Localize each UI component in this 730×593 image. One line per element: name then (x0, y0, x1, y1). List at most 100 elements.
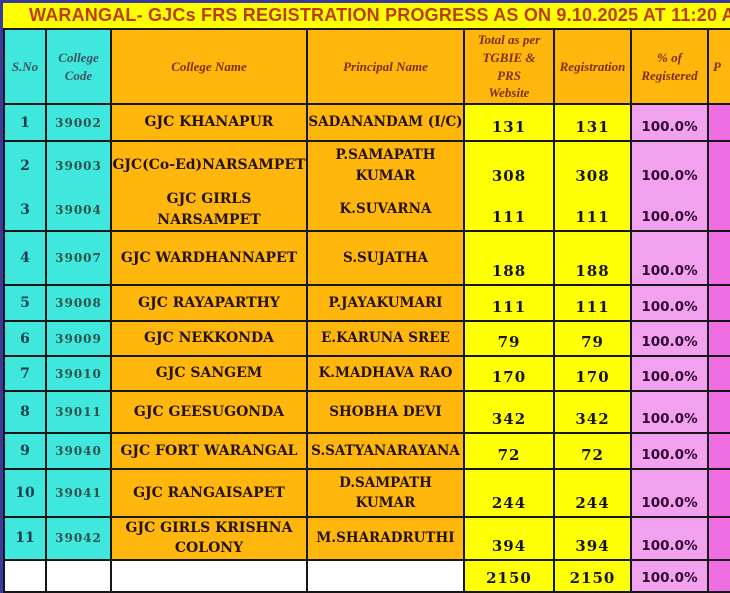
page-title: WARANGAL- GJCs FRS REGISTRATION PROGRESS… (3, 3, 730, 28)
cell-sno: 3 (3, 189, 47, 232)
col-header-registration: Registration (553, 28, 632, 105)
col-header-total: Total as per TGBIE & PRS Website (463, 28, 555, 105)
totals-row: 2150 2150 100.0% (3, 558, 730, 593)
cell-cutoff (707, 558, 730, 593)
cell-principal: E.KARUNA SREE (306, 320, 465, 357)
cell-percent: 100.0% (630, 284, 709, 322)
table-row: 3 39004 GJC GIRLS NARSAMPET K.SUVARNA 111 111… (3, 189, 730, 232)
cell-total: 131 (463, 103, 555, 142)
header-row: S.No College Code College Name Principal… (3, 28, 730, 105)
cell-registration: 72 (553, 432, 632, 470)
cell-code: 39011 (45, 390, 112, 434)
cell-sno: 9 (3, 432, 47, 470)
cell-cutoff (707, 432, 730, 470)
cell-sno: 1 (3, 103, 47, 142)
cell-percent: 100.0% (630, 468, 709, 518)
col-header-sno: S.No (3, 28, 47, 105)
cell-registration: 170 (553, 355, 632, 392)
cell-code: 39007 (45, 230, 112, 286)
table-row: 2 39003 GJC(Co-Ed)NARSAMPET P.SAMAPATH KUMA… (3, 140, 730, 189)
cell-total: 342 (463, 390, 555, 434)
cell-name: GJC(Co-Ed)NARSAMPET (110, 140, 308, 189)
cell-cutoff (707, 103, 730, 142)
totals-blank-cell (45, 558, 112, 593)
cell-cutoff (707, 189, 730, 232)
cell-principal: SHOBHA DEVI (306, 390, 465, 434)
cell-code: 39010 (45, 355, 112, 392)
cell-total: 188 (463, 230, 555, 286)
col-header-principal: Principal Name (306, 28, 465, 105)
cell-name: GJC WARDHANNAPET (110, 230, 308, 286)
cell-total: 244 (463, 468, 555, 518)
col-header-cutoff: P (707, 28, 730, 105)
col-header-college-name: College Name (110, 28, 308, 105)
table-row: 4 39007 GJC WARDHANNAPET S.SUJATHA 188 188 100… (3, 230, 730, 286)
cell-percent: 100.0% (630, 230, 709, 286)
cell-name: GJC SANGEM (110, 355, 308, 392)
cell-registration: 244 (553, 468, 632, 518)
cell-principal: S.SATYANARAYANA (306, 432, 465, 470)
col-header-college-code: College Code (45, 28, 112, 105)
cell-total: 308 (463, 140, 555, 189)
cell-principal: K.SUVARNA (306, 189, 465, 232)
cell-name: GJC GIRLS NARSAMPET (110, 189, 308, 232)
cell-percent: 100.0% (630, 390, 709, 434)
col-header-percent: % of Registered (630, 28, 709, 105)
totals-blank-cell (110, 558, 308, 593)
cell-code: 39004 (45, 189, 112, 232)
cell-code: 39002 (45, 103, 112, 142)
cell-code: 39008 (45, 284, 112, 322)
cell-name: GJC NEKKONDA (110, 320, 308, 357)
cell-percent: 100.0% (630, 432, 709, 470)
cell-principal: S.SUJATHA (306, 230, 465, 286)
cell-total: 79 (463, 320, 555, 357)
table-row: 6 39009 GJC NEKKONDA E.KARUNA SREE 79 79 100.0… (3, 320, 730, 357)
table-body: 1 39002 GJC KHANAPUR SADANANDAM (I/C) 131 131… (3, 103, 730, 593)
cell-name: GJC FORT WARANGAL (110, 432, 308, 470)
totals-blank-cell (306, 558, 465, 593)
totals-percent: 100.0% (630, 558, 709, 593)
table-row: 10 39041 GJC RANGAISAPET D.SAMPATH KUMAR 244… (3, 468, 730, 518)
cell-code: 39041 (45, 468, 112, 518)
cell-name: GJC RANGAISAPET (110, 468, 308, 518)
cell-registration: 111 (553, 284, 632, 322)
table-row: 5 39008 GJC RAYAPARTHY P.JAYAKUMARI 111 111 10… (3, 284, 730, 322)
cell-cutoff (707, 516, 730, 561)
cell-registration: 308 (553, 140, 632, 189)
cell-cutoff (707, 355, 730, 392)
cell-total: 111 (463, 189, 555, 232)
cell-sno: 7 (3, 355, 47, 392)
cell-sno: 11 (3, 516, 47, 561)
cell-code: 39009 (45, 320, 112, 357)
cell-total: 394 (463, 516, 555, 561)
cell-cutoff (707, 320, 730, 357)
cell-percent: 100.0% (630, 320, 709, 357)
cell-name: GJC GIRLS KRISHNA COLONY (110, 516, 308, 561)
cell-cutoff (707, 390, 730, 434)
cell-code: 39040 (45, 432, 112, 470)
cell-principal: P.SAMAPATH KUMAR (306, 140, 465, 189)
cell-name: GJC GEESUGONDA (110, 390, 308, 434)
cell-percent: 100.0% (630, 103, 709, 142)
cell-cutoff (707, 468, 730, 518)
cell-code: 39003 (45, 140, 112, 189)
cell-cutoff (707, 284, 730, 322)
cell-registration: 131 (553, 103, 632, 142)
cell-percent: 100.0% (630, 140, 709, 189)
cell-registration: 342 (553, 390, 632, 434)
cell-cutoff (707, 230, 730, 286)
cell-total: 170 (463, 355, 555, 392)
totals-total: 2150 (463, 558, 555, 593)
table-row: 7 39010 GJC SANGEM K.MADHAVA RAO 170 170 100.0… (3, 355, 730, 392)
cell-total: 72 (463, 432, 555, 470)
table-header: S.No College Code College Name Principal… (3, 28, 730, 105)
cell-name: GJC KHANAPUR (110, 103, 308, 142)
table-row: 1 39002 GJC KHANAPUR SADANANDAM (I/C) 131 131… (3, 103, 730, 142)
cell-sno: 10 (3, 468, 47, 518)
cell-principal: M.SHARADRUTHI (306, 516, 465, 561)
cell-registration: 79 (553, 320, 632, 357)
cell-percent: 100.0% (630, 516, 709, 561)
cell-principal: K.MADHAVA RAO (306, 355, 465, 392)
cell-sno: 6 (3, 320, 47, 357)
